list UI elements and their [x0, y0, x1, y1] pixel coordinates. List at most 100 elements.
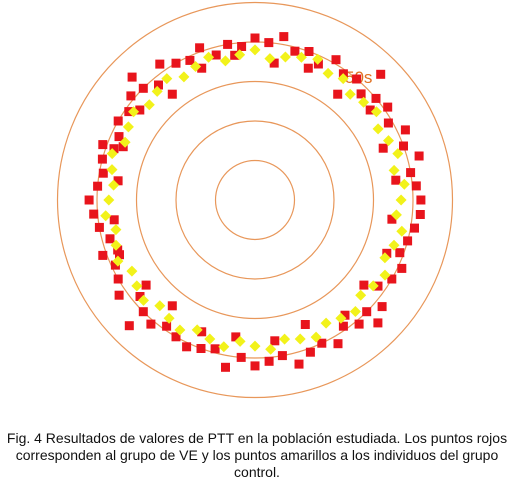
- point-ve-28: [126, 91, 136, 101]
- point-control-36: [131, 280, 143, 292]
- point-ve-15: [290, 46, 300, 56]
- point-ve-59: [317, 338, 327, 348]
- point-ve-32: [98, 140, 108, 150]
- point-ve-71: [415, 210, 425, 219]
- point-control-5: [372, 123, 384, 135]
- point-ve-12: [331, 55, 341, 65]
- point-ve-10: [352, 74, 362, 84]
- grid-ring-50: [56, 1, 454, 399]
- point-ve-63: [362, 307, 372, 317]
- point-ve-68: [395, 248, 405, 258]
- point-ve-88: [197, 327, 207, 337]
- point-control-8: [344, 88, 356, 100]
- point-control-28: [106, 164, 118, 176]
- point-control-25: [122, 121, 134, 133]
- point-control-38: [154, 300, 166, 312]
- point-control-21: [161, 73, 173, 85]
- point-ve-60: [333, 339, 343, 349]
- point-control-3: [392, 148, 404, 160]
- point-ve-85: [115, 250, 124, 260]
- point-ve-81: [135, 105, 145, 115]
- point-ve-50: [196, 344, 206, 353]
- series-control-points: [100, 44, 410, 355]
- point-ve-46: [146, 319, 156, 329]
- point-ve-54: [250, 361, 260, 371]
- point-ve-55: [264, 356, 274, 366]
- point-ve-70: [410, 223, 419, 233]
- point-control-40: [174, 324, 186, 336]
- point-ve-37: [89, 209, 99, 219]
- point-ve-42: [113, 274, 123, 284]
- point-control-35: [126, 265, 138, 277]
- point-ve-44: [135, 292, 145, 301]
- point-control-23: [143, 99, 155, 111]
- point-ve-76: [303, 63, 313, 73]
- point-ve-38: [94, 222, 104, 232]
- point-ve-20: [223, 39, 233, 49]
- point-ve-67: [397, 263, 407, 273]
- point-control-24: [128, 106, 140, 118]
- point-ve-43: [114, 290, 124, 300]
- figure-caption: Fig. 4 Resultados de valores de PTT en l…: [6, 430, 508, 480]
- point-ve-18: [250, 33, 260, 43]
- point-ve-99: [373, 318, 383, 328]
- point-control-20: [178, 71, 190, 83]
- point-control-31: [100, 210, 112, 222]
- point-ve-45: [138, 307, 148, 317]
- point-ve-86: [141, 280, 151, 290]
- grid-ring-20: [175, 120, 335, 280]
- point-ve-3: [414, 151, 424, 161]
- point-ve-22: [195, 43, 205, 53]
- point-ve-74: [365, 105, 375, 115]
- point-ve-64: [377, 302, 387, 312]
- point-control-52: [349, 306, 361, 317]
- point-ve-40: [98, 250, 108, 260]
- point-ve-100: [109, 144, 119, 154]
- point-ve-92: [340, 310, 350, 320]
- point-ve-98: [124, 321, 134, 331]
- point-control-49: [310, 331, 322, 343]
- point-ve-84: [109, 215, 119, 225]
- point-ve-34: [98, 168, 108, 178]
- point-control-26: [119, 136, 131, 148]
- point-ve-89: [231, 332, 241, 342]
- point-control-7: [358, 96, 370, 108]
- point-control-46: [265, 343, 277, 355]
- point-ve-25: [155, 59, 165, 69]
- point-control-18: [203, 51, 215, 63]
- point-ve-66: [387, 274, 397, 284]
- point-ve-53: [236, 352, 246, 362]
- grid-ring-30: [135, 80, 375, 320]
- point-control-55: [379, 269, 391, 281]
- point-ve-2: [406, 168, 416, 178]
- point-ve-69: [403, 236, 413, 246]
- point-ve-96: [376, 69, 386, 79]
- point-ve-87: [167, 301, 177, 311]
- point-control-53: [355, 289, 367, 301]
- point-control-50: [320, 317, 332, 329]
- point-control-48: [294, 333, 306, 345]
- point-ve-6: [383, 118, 393, 128]
- point-ve-80: [167, 89, 177, 99]
- point-control-6: [370, 106, 382, 118]
- point-ve-93: [359, 280, 369, 290]
- point-control-15: [249, 44, 261, 56]
- point-ve-79: [197, 63, 207, 73]
- point-ve-72: [391, 175, 401, 185]
- point-ve-52: [221, 362, 230, 372]
- point-ve-31: [114, 132, 124, 142]
- point-control-9: [337, 73, 349, 85]
- point-ve-26: [154, 80, 163, 90]
- point-ve-17: [264, 38, 274, 48]
- point-ve-49: [182, 342, 192, 352]
- point-control-37: [138, 294, 149, 306]
- point-ve-82: [118, 142, 128, 152]
- point-ve-57: [294, 359, 304, 369]
- point-ve-0: [416, 195, 426, 205]
- point-control-30: [103, 194, 115, 206]
- point-control-19: [190, 61, 202, 72]
- point-ve-62: [354, 319, 364, 329]
- point-ve-101: [113, 245, 123, 255]
- point-ve-56: [277, 351, 287, 361]
- point-control-42: [204, 333, 216, 345]
